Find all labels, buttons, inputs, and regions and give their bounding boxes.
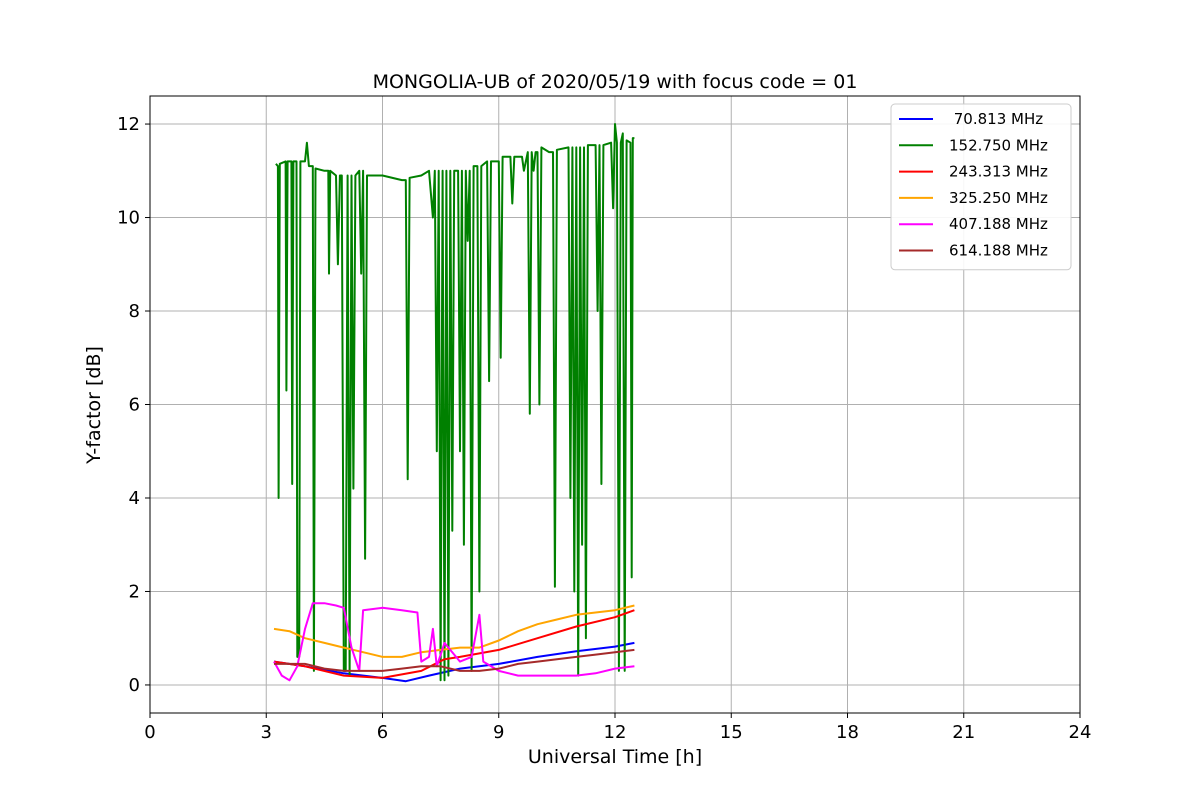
x-tick-label: 12 — [604, 722, 627, 743]
legend-label: 243.313 MHz — [949, 163, 1048, 181]
y-tick-label: 0 — [129, 675, 140, 696]
legend-box — [890, 103, 1072, 271]
series-line-2 — [273, 609, 635, 679]
series-line-5 — [274, 648, 635, 672]
x-tick-label: 15 — [720, 722, 743, 743]
y-axis-title: Y-factor [dB] — [83, 346, 105, 465]
legend-label: 152.750 MHz — [949, 136, 1048, 154]
legend-label: 407.188 MHz — [949, 215, 1048, 233]
y-tick-label: 8 — [129, 301, 140, 322]
y-tick-label: 10 — [117, 208, 140, 229]
legend-label: 614.188 MHz — [949, 242, 1048, 260]
x-tick-label: 0 — [144, 722, 155, 743]
x-tick-label: 21 — [952, 722, 975, 743]
series-line-1 — [275, 123, 635, 682]
chart-title: MONGOLIA-UB of 2020/05/19 with focus cod… — [373, 71, 858, 93]
legend: 70.813 MHz 152.750 MHz 243.313 MHz 325.250 … — [890, 103, 1072, 271]
y-tick-label: 4 — [129, 488, 140, 509]
y-tick-label: 2 — [129, 581, 140, 602]
plot-series — [273, 123, 635, 683]
x-tick-label: 9 — [493, 722, 504, 743]
x-tick-label: 24 — [1069, 722, 1092, 743]
series-line-4 — [273, 602, 635, 682]
legend-label: 325.250 MHz — [949, 189, 1048, 207]
y-tick-label: 6 — [129, 395, 140, 416]
x-axis-title: Universal Time [h] — [528, 746, 702, 768]
legend-label: 70.813 MHz — [949, 110, 1043, 128]
x-tick-label: 3 — [261, 722, 272, 743]
x-tick-label: 6 — [377, 722, 388, 743]
y-tick-label: 12 — [117, 114, 140, 135]
x-tick-label: 18 — [836, 722, 859, 743]
